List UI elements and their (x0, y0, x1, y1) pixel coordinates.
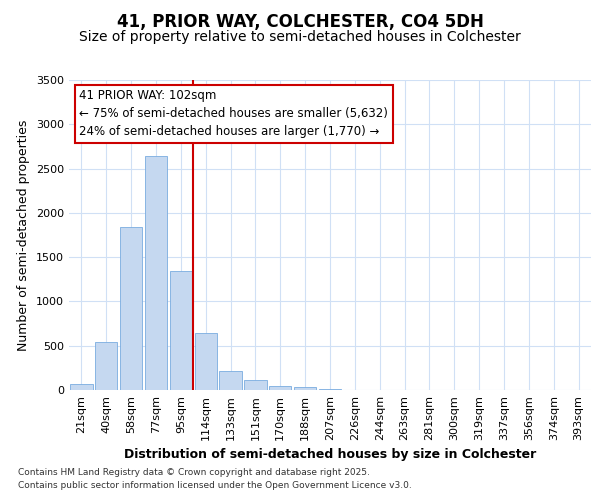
Bar (120, 227, 142, 390)
Text: Contains public sector information licensed under the Open Government Licence v3: Contains public sector information licen… (18, 482, 412, 490)
Bar (269, 386, 292, 390)
Bar (294, 388, 316, 390)
Bar (220, 372, 242, 390)
Bar (95, 342, 118, 390)
Bar (170, 272, 192, 390)
Bar (244, 380, 266, 390)
Text: Size of property relative to semi-detached houses in Colchester: Size of property relative to semi-detach… (79, 30, 521, 44)
Bar (319, 389, 341, 390)
X-axis label: Distribution of semi-detached houses by size in Colchester: Distribution of semi-detached houses by … (124, 448, 536, 462)
Text: 41 PRIOR WAY: 102sqm
← 75% of semi-detached houses are smaller (5,632)
24% of se: 41 PRIOR WAY: 102sqm ← 75% of semi-detac… (79, 90, 388, 138)
Text: 41, PRIOR WAY, COLCHESTER, CO4 5DH: 41, PRIOR WAY, COLCHESTER, CO4 5DH (116, 14, 484, 32)
Bar (194, 334, 217, 390)
Y-axis label: Number of semi-detached properties: Number of semi-detached properties (17, 120, 31, 350)
Bar (145, 156, 167, 390)
Text: Contains HM Land Registry data © Crown copyright and database right 2025.: Contains HM Land Registry data © Crown c… (18, 468, 370, 477)
Bar (70, 384, 92, 390)
